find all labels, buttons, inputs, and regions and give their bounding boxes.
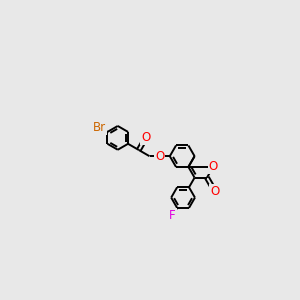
Text: O: O: [155, 150, 164, 163]
Text: O: O: [208, 160, 218, 173]
Text: F: F: [169, 209, 176, 222]
Text: O: O: [210, 185, 219, 198]
Text: Br: Br: [93, 121, 106, 134]
Text: O: O: [141, 131, 151, 144]
